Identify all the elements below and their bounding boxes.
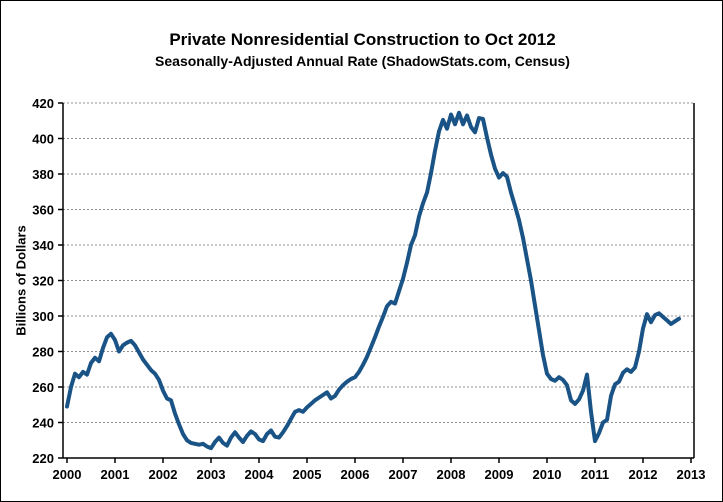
x-tick-label: 2008 [437,467,466,482]
y-tick-label: 240 [32,416,54,431]
data-line [65,110,681,451]
y-tick-label: 280 [32,345,54,360]
y-tick-label: 380 [32,167,54,182]
x-tick-label: 2009 [485,467,514,482]
y-tick-label: 320 [32,274,54,289]
y-tick-label: 260 [32,380,54,395]
x-tick-label: 2012 [629,467,658,482]
x-tick-label: 2007 [389,467,418,482]
y-tick-label: 400 [32,132,54,147]
x-tick-label: 2003 [197,467,226,482]
chart-title: Private Nonresidential Construction to O… [169,30,556,49]
x-tick-label: 2006 [341,467,370,482]
y-tick-label: 220 [32,451,54,466]
y-tick-label: 340 [32,238,54,253]
chart-subtitle: Seasonally-Adjusted Annual Rate (ShadowS… [155,53,570,69]
x-tick-label: 2011 [581,467,609,482]
x-tick-label: 2010 [533,467,562,482]
x-tick-label: 2005 [293,467,322,482]
x-tick-label: 2001 [101,467,130,482]
x-tick-label: 2004 [245,467,275,482]
y-tick-label: 300 [32,309,54,324]
x-tick-label: 2002 [149,467,178,482]
x-tick-label: 2000 [53,467,82,482]
y-tick-label: 360 [32,203,54,218]
y-tick-label: 420 [32,96,54,111]
x-tick-label: 2013 [677,467,706,482]
